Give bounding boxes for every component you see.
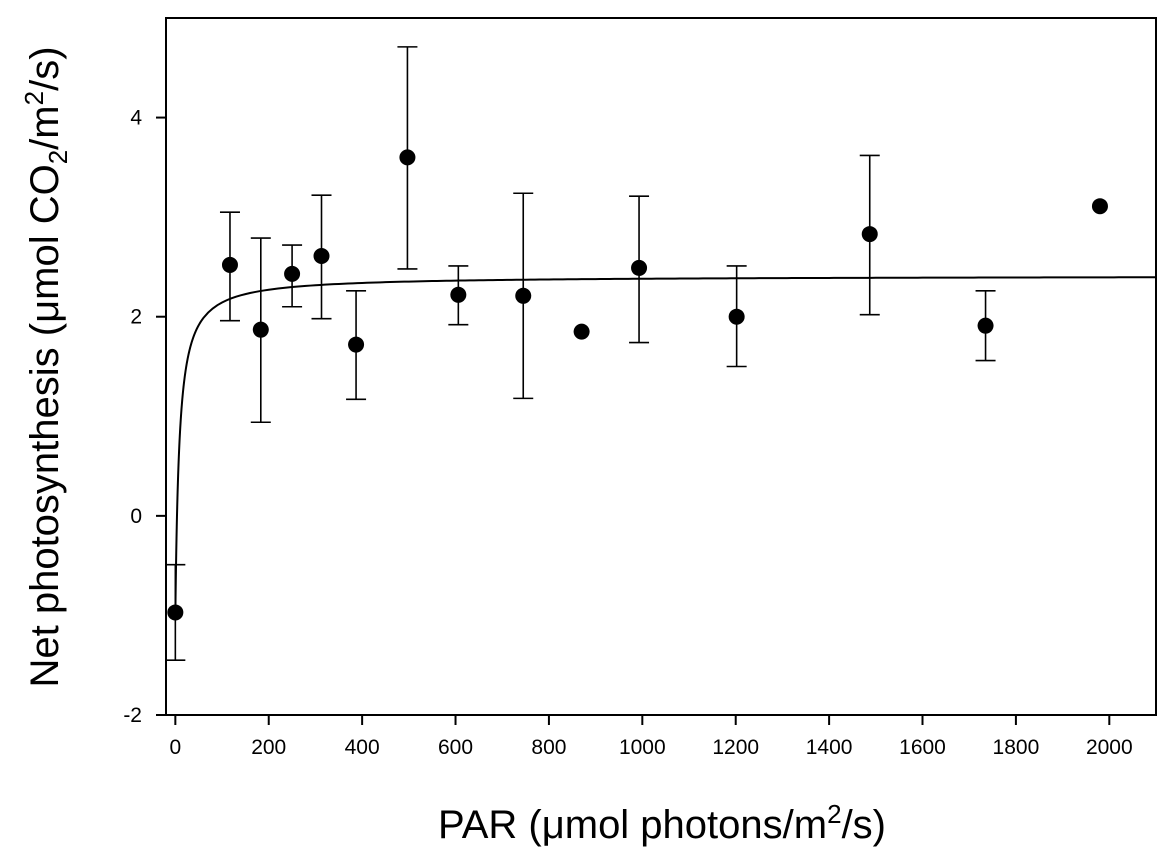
data-point [728,308,745,325]
data-point [861,226,878,243]
axis-tick-labels: 0 200 400 600 800 1000 1200 1400 1600 1800 2000 -2 0… [123,107,1132,759]
data-point [450,286,467,303]
x-tick-label: 1200 [712,736,759,759]
x-tick-label: 1600 [899,736,946,759]
y-tick-label: 0 [130,505,142,528]
x-tick-label: 1400 [806,736,853,759]
x-tick-label: 0 [169,736,181,759]
data-point [284,265,301,282]
y-axis-title: Net photosynthesis (μmol CO2/m2/s) [19,46,73,687]
y-tick-label: 4 [130,107,142,130]
data-point [221,256,238,273]
plot-frame [165,17,1157,716]
data-point [252,321,269,338]
data-points [167,149,1108,621]
data-point [977,317,994,334]
data-point [348,336,365,353]
fit-curve [174,276,1157,616]
data-point [573,323,590,340]
data-point [631,259,648,276]
data-point [399,149,416,166]
x-axis-title: PAR (μmol photons/m2/s) [438,799,886,847]
x-tick-label: 1000 [619,736,666,759]
error-bars [165,46,996,662]
data-point [1091,198,1108,215]
axis-ticks [156,116,1111,725]
x-tick-label: 2000 [1086,736,1133,759]
y-tick-label: -2 [123,704,142,727]
x-tick-label: 200 [251,736,286,759]
x-tick-label: 600 [438,736,473,759]
x-tick-label: 400 [345,736,380,759]
x-tick-label: 800 [531,736,566,759]
data-point [313,247,330,264]
data-point [167,604,184,621]
y-tick-label: 2 [130,306,142,329]
x-tick-label: 1800 [993,736,1040,759]
data-point [515,287,532,304]
